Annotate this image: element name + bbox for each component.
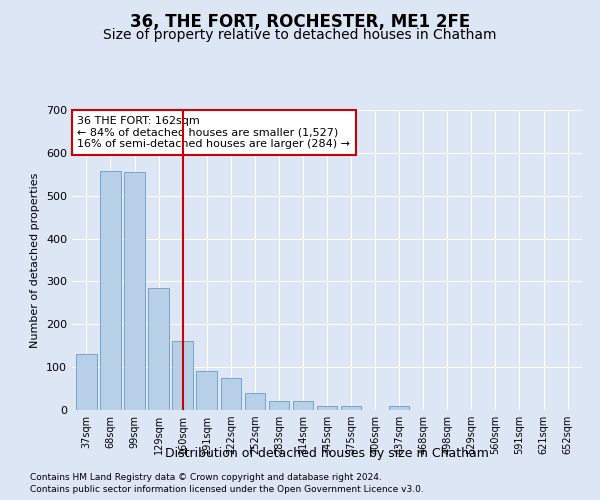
Bar [293, 402, 313, 410]
Y-axis label: Number of detached properties: Number of detached properties [31, 172, 40, 348]
Bar [76, 354, 97, 410]
Text: 36 THE FORT: 162sqm
← 84% of detached houses are smaller (1,527)
16% of semi-det: 36 THE FORT: 162sqm ← 84% of detached ho… [77, 116, 350, 149]
Bar [196, 372, 217, 410]
Bar [148, 288, 169, 410]
Bar [317, 406, 337, 410]
Bar [172, 342, 193, 410]
Bar [124, 172, 145, 410]
Bar [245, 393, 265, 410]
Bar [221, 378, 241, 410]
Text: Contains public sector information licensed under the Open Government Licence v3: Contains public sector information licen… [30, 485, 424, 494]
Bar [341, 406, 361, 410]
Text: Distribution of detached houses by size in Chatham: Distribution of detached houses by size … [165, 448, 489, 460]
Text: Contains HM Land Registry data © Crown copyright and database right 2024.: Contains HM Land Registry data © Crown c… [30, 472, 382, 482]
Bar [269, 402, 289, 410]
Bar [100, 171, 121, 410]
Text: Size of property relative to detached houses in Chatham: Size of property relative to detached ho… [103, 28, 497, 42]
Text: 36, THE FORT, ROCHESTER, ME1 2FE: 36, THE FORT, ROCHESTER, ME1 2FE [130, 12, 470, 30]
Bar [389, 406, 409, 410]
